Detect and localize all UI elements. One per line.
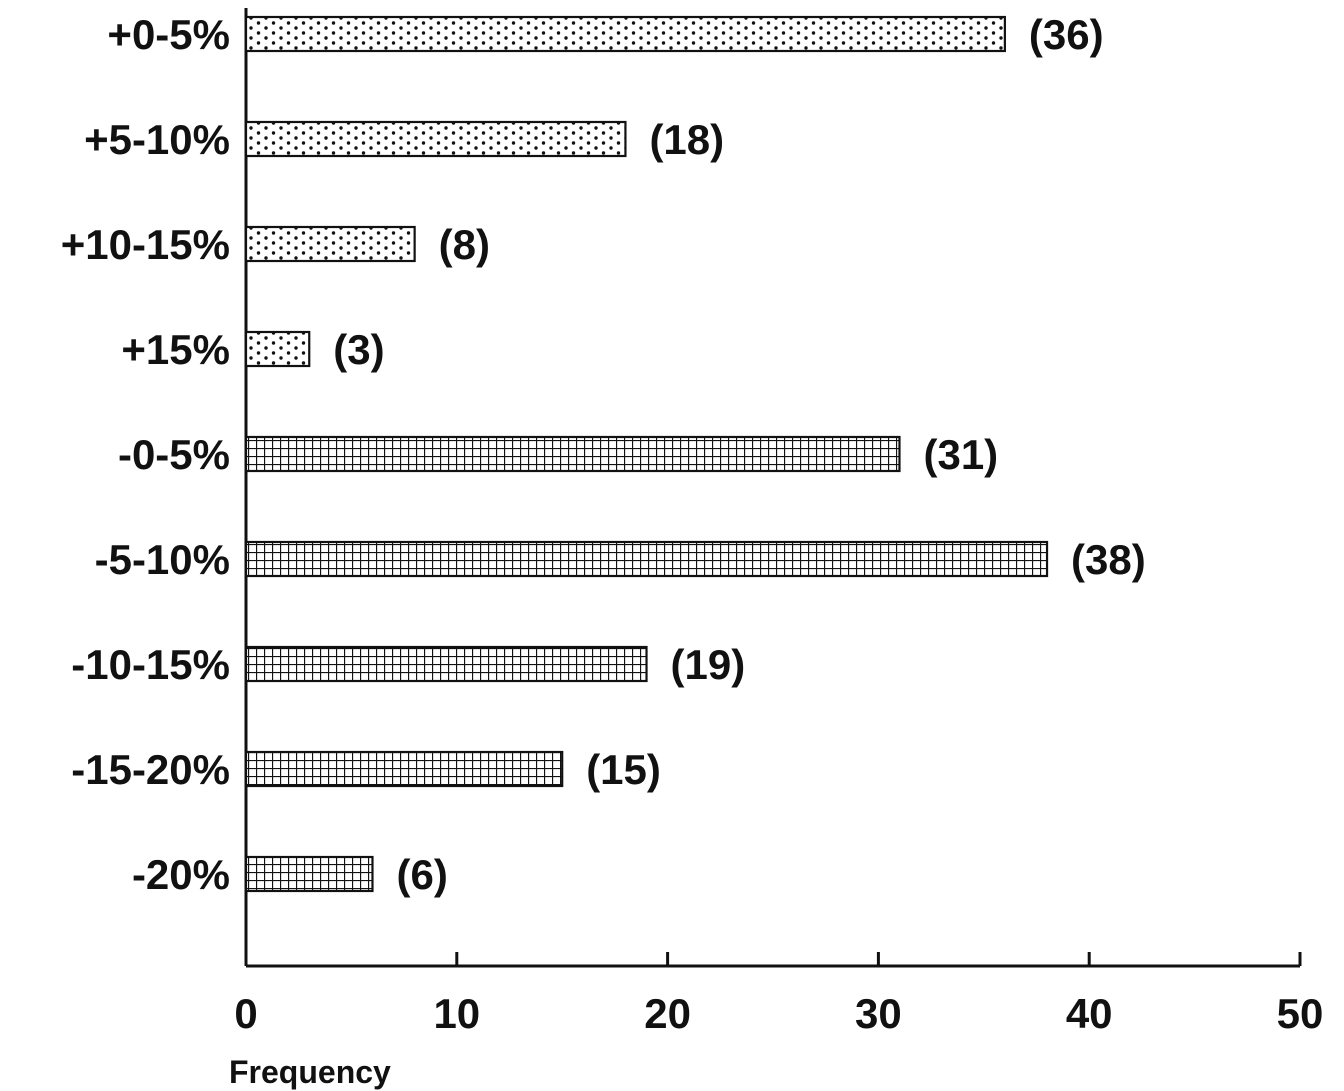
bar-1 (244, 15, 1006, 53)
category-label: +0-5% (107, 11, 230, 58)
category-label: -20% (132, 851, 230, 898)
bar-9 (244, 855, 374, 893)
category-label: -15-20% (71, 746, 230, 793)
value-label: (15) (586, 746, 661, 793)
x-tick-label: 20 (644, 990, 691, 1037)
bar-7 (244, 645, 648, 683)
category-label: +10-15% (61, 221, 230, 268)
bar-8 (244, 750, 564, 788)
value-label: (8) (439, 221, 490, 268)
value-label: (36) (1029, 11, 1104, 58)
x-tick-label: 50 (1277, 990, 1324, 1037)
value-label: (38) (1071, 536, 1146, 583)
x-tick-label: 30 (855, 990, 902, 1037)
value-label: (18) (649, 116, 724, 163)
category-label: +15% (121, 326, 230, 373)
value-label: (3) (333, 326, 384, 373)
category-label: -5-10% (95, 536, 230, 583)
value-label: (19) (671, 641, 746, 688)
x-tick-label: 40 (1066, 990, 1113, 1037)
bar-3 (244, 225, 416, 263)
value-label: (6) (396, 851, 447, 898)
x-tick-label: 0 (234, 990, 257, 1037)
bar-2 (244, 120, 627, 158)
bar-4 (244, 330, 311, 368)
x-tick-label: 10 (433, 990, 480, 1037)
bar-6 (244, 540, 1049, 578)
bar-5 (244, 435, 901, 473)
category-label: -10-15% (71, 641, 230, 688)
category-label: -0-5% (118, 431, 230, 478)
category-label: +5-10% (84, 116, 230, 163)
value-label: (31) (923, 431, 998, 478)
x-axis-title: Frequency (229, 1054, 391, 1090)
